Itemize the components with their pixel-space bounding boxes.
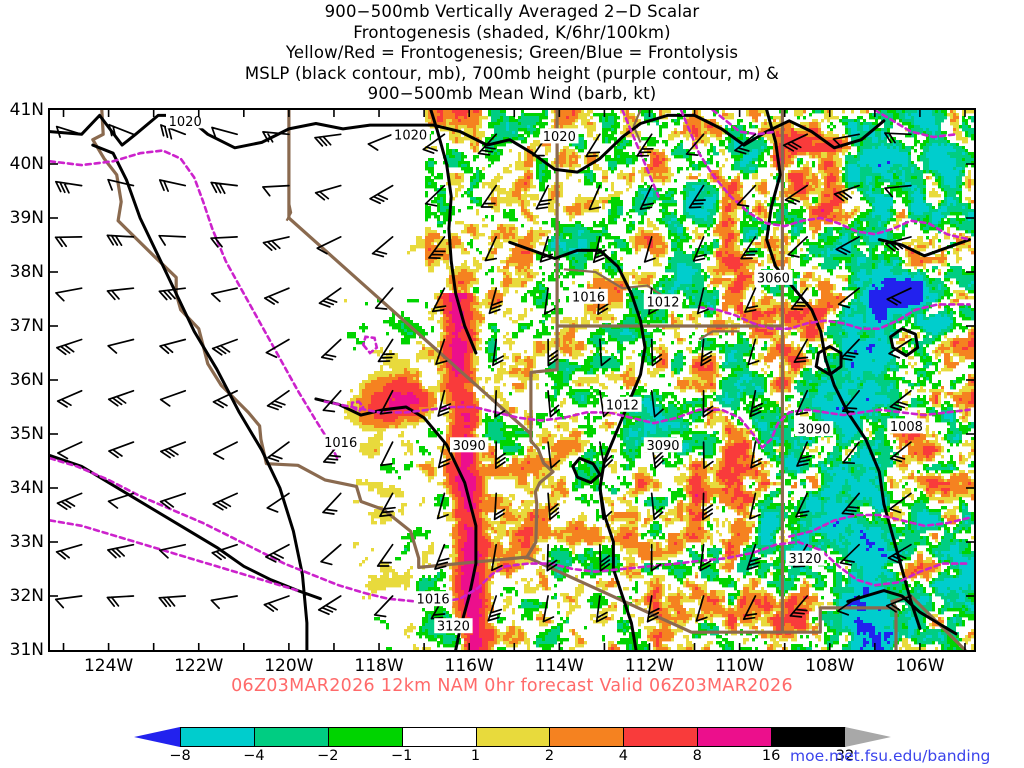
forecast-validity-text: 06Z03MAR2026 12km NAM 0hr forecast Valid…: [231, 676, 793, 696]
lat-tick-40N: 40N: [9, 154, 44, 174]
colorbar-tick-4: 1: [470, 748, 481, 764]
colorbar-tick-8: 16: [761, 748, 781, 764]
lon-tick-118W: 118W: [354, 656, 404, 676]
lon-tick-116W: 116W: [444, 656, 494, 676]
colorbar-tick-0: −8: [169, 748, 191, 764]
wind-barbs: [54, 123, 912, 623]
lat-tick-32N: 32N: [9, 586, 44, 606]
colorbar-tick-9: 32: [835, 748, 855, 764]
colorbar-cell-7[interactable]: [697, 727, 773, 747]
lon-tick-120W: 120W: [264, 656, 314, 676]
colorbar-tick-3: −1: [390, 748, 413, 764]
chart-title-block: 900−500mb Vertically Averaged 2−D Scalar…: [0, 2, 1024, 105]
axis-ticks: [50, 110, 974, 650]
lat-tick-38N: 38N: [9, 262, 44, 282]
lon-tick-112W: 112W: [624, 656, 675, 676]
title-line-1: 900−500mb Vertically Averaged 2−D Scalar: [324, 2, 700, 21]
lat-tick-41N: 41N: [9, 100, 44, 120]
colorbar-cell-4[interactable]: [475, 727, 551, 747]
state-boundaries: [91, 110, 967, 650]
colorbar-tick-6: 4: [618, 748, 628, 764]
lon-tick-124W: 124W: [83, 656, 134, 676]
frontogenesis-shading: [344, 110, 974, 650]
lat-tick-31N: 31N: [9, 640, 44, 660]
colorbar-cell-3[interactable]: [401, 727, 477, 747]
colorbar-tick-5: 2: [544, 748, 555, 764]
colorbar-cell-2[interactable]: [327, 727, 403, 747]
lat-tick-37N: 37N: [9, 316, 44, 336]
title-line-3: Yellow/Red = Frontogenesis; Green/Blue =…: [285, 43, 739, 62]
lat-tick-33N: 33N: [9, 532, 44, 552]
colorbar-tick-1: −4: [243, 748, 265, 764]
source-watermark: moe.met.fsu.edu/banding: [790, 747, 991, 765]
colorbar-left-arrow: [134, 727, 180, 747]
colorbar-cell-1[interactable]: [253, 727, 329, 747]
lon-tick-106W: 106W: [895, 656, 945, 676]
lon-tick-122W: 122W: [174, 656, 224, 676]
colorbar-cell-8[interactable]: [771, 727, 846, 747]
colorbar-tick-7: 8: [692, 748, 702, 764]
title-line-2: Frontogenesis (shaded, K/6hr/100km): [353, 22, 671, 42]
title-line-4: MSLP (black contour, mb), 700mb height (…: [244, 63, 780, 83]
colorbar-right-arrow: [845, 727, 891, 747]
colorbar-tick-2: −2: [317, 748, 339, 764]
lon-tick-108W: 108W: [805, 656, 855, 676]
height-contours: [50, 110, 971, 604]
weather-map-panel[interactable]: 1020 1020 1020 1016 1012 1012 1016 1016 1008 3060…: [48, 108, 976, 652]
colorbar-cell-0[interactable]: [180, 727, 255, 747]
colorbar-cell-5[interactable]: [549, 727, 625, 747]
lat-tick-36N: 36N: [9, 370, 44, 390]
lat-tick-34N: 34N: [9, 478, 44, 498]
colorbar[interactable]: −8 −4 −2 −1 1 2 4 8 16 32: [134, 727, 891, 764]
lon-tick-114W: 114W: [534, 656, 584, 676]
colorbar-cell-6[interactable]: [623, 727, 699, 747]
lat-tick-35N: 35N: [9, 424, 44, 444]
title-line-5: 900−500mb Mean Wind (barb, kt): [367, 84, 657, 103]
lon-tick-110W: 110W: [714, 656, 765, 676]
lat-tick-39N: 39N: [9, 208, 44, 228]
